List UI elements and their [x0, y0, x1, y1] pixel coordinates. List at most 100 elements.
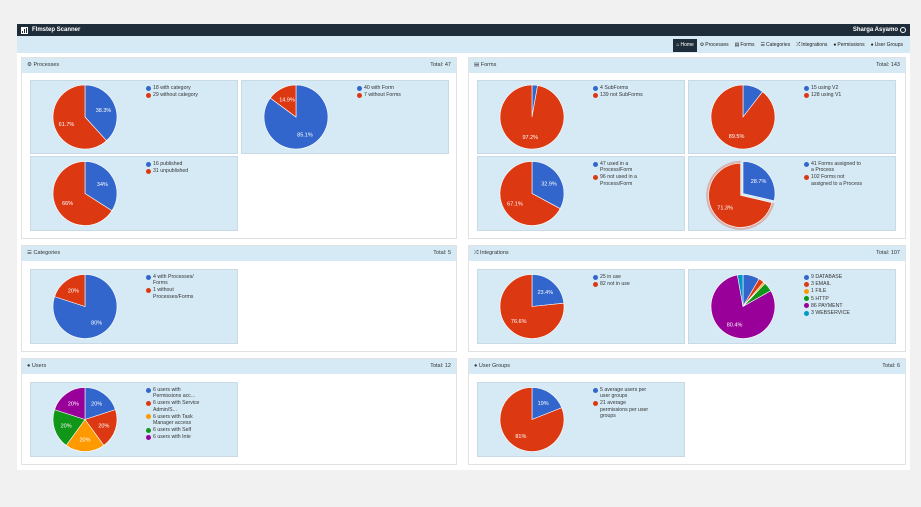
pie-slice[interactable]	[84, 409, 118, 446]
brand[interactable]: Flmstep Scanner	[21, 26, 80, 34]
legend-item[interactable]: 41 Forms assigned to a Process	[804, 161, 864, 173]
legend-label: 1 FILE	[811, 288, 827, 295]
legend-swatch	[146, 274, 151, 280]
legend-item[interactable]: 4 SubForms	[593, 85, 653, 91]
pie-slice[interactable]	[65, 418, 105, 452]
card-header: ▤ Forms Total: 143	[469, 58, 905, 73]
pie-slice[interactable]	[269, 84, 297, 118]
pie-chart[interactable]: 85.1% 14.9%	[242, 81, 352, 153]
user-menu[interactable]: Sharga Asyamo	[853, 26, 906, 34]
legend-item[interactable]: 6 users with Inte	[146, 434, 206, 440]
pie-chart[interactable]: 38.3% 61.7%	[31, 81, 141, 153]
legend-item[interactable]: 29 without category	[146, 92, 206, 98]
chart-panel: 89.5% 15 using V2 128 using V1	[688, 80, 896, 154]
pie-slice[interactable]	[737, 274, 744, 307]
card-header: ⚙ Processes Total: 47	[22, 58, 456, 73]
legend-item[interactable]: 86 PAYMENT	[804, 303, 864, 309]
legend-swatch	[804, 92, 809, 98]
legend-item[interactable]: 7 without Forms	[357, 92, 417, 98]
legend-item[interactable]: 16 published	[146, 161, 206, 167]
pie-slice[interactable]	[708, 163, 773, 228]
pie-chart[interactable]: 97.2%	[478, 81, 588, 153]
legend-item[interactable]: 15 using V2	[804, 85, 864, 91]
legend-item[interactable]: 3 EMAIL	[804, 281, 864, 287]
legend-swatch	[593, 174, 598, 180]
pie-slice[interactable]	[499, 274, 565, 339]
nav-home[interactable]: ⌂ Home	[673, 39, 697, 52]
legend-item[interactable]: 5 HTTP	[804, 296, 864, 302]
legend-swatch	[146, 92, 151, 98]
legend-item[interactable]: 47 used in a Process/Form	[593, 161, 653, 173]
slice-percent-label: 20%	[91, 401, 102, 407]
pie-slice[interactable]	[52, 84, 107, 150]
legend-item[interactable]: 3 WEBSERVICE	[804, 310, 864, 316]
pie-chart[interactable]: 28.7% 71.3%	[689, 157, 799, 230]
pie-slice[interactable]	[710, 84, 776, 150]
legend-item[interactable]: 9 DATABASE	[804, 274, 864, 280]
slice-percent-label: 28.7%	[751, 179, 767, 185]
legend-item[interactable]: 128 using V1	[804, 92, 864, 98]
pie-slice[interactable]	[499, 387, 565, 452]
pie-slice[interactable]	[84, 84, 118, 142]
legend-item[interactable]: 18 with category	[146, 85, 206, 91]
pie-chart[interactable]: 80.4%	[689, 270, 799, 343]
pie-chart[interactable]: 34% 66%	[31, 157, 141, 230]
pie-slice[interactable]	[54, 387, 86, 420]
pie-chart[interactable]: 19% 81%	[478, 383, 588, 456]
chart-panel: 20% 20% 20% 20% 20% 6 users with Permissions …	[30, 382, 238, 457]
slice-percent-label: 97.2%	[522, 135, 538, 141]
card-header: ● User Groups Total: 6	[469, 359, 905, 374]
legend-item[interactable]: 6 users with Permissions acc...	[146, 387, 206, 399]
legend-item[interactable]: 1 FILE	[804, 288, 864, 294]
nav-integrations[interactable]: ⤮ Integrations	[793, 39, 830, 52]
pie-slice[interactable]	[499, 161, 561, 226]
pie-slice[interactable]	[710, 274, 776, 339]
pie-slice[interactable]	[742, 161, 776, 202]
pie-slice[interactable]	[84, 387, 116, 420]
legend-label: 4 with Processes/ Forms	[153, 274, 194, 287]
slice-percent-label: 34%	[97, 182, 108, 188]
legend-item[interactable]: 6 users with Service Admin/S...	[146, 400, 206, 413]
pie-slice[interactable]	[531, 274, 565, 307]
legend-item[interactable]: 31 unpublished	[146, 168, 206, 174]
users-title: ● Users	[27, 363, 47, 369]
legend-swatch	[804, 174, 809, 180]
pie-chart[interactable]: 23.4% 76.6%	[478, 270, 588, 343]
pie-slice[interactable]	[499, 84, 565, 150]
legend-item[interactable]: 1 without Processes/Forms	[146, 287, 206, 300]
pie-slice[interactable]	[52, 161, 113, 226]
nav-processes[interactable]: ⚙ Processes	[697, 39, 732, 52]
legend-label: 15 using V2	[811, 85, 839, 91]
pie-chart[interactable]: 80% 20%	[31, 270, 141, 343]
pie-slice[interactable]	[54, 274, 86, 307]
slice-percent-label: 67.1%	[507, 202, 523, 208]
categories-card: ☰ Categories Total: 5 80% 20% 4 with Proce…	[21, 245, 457, 352]
pie-slice[interactable]	[531, 161, 565, 210]
legend-item[interactable]: 4 with Processes/ Forms	[146, 274, 206, 286]
legend-item[interactable]: 6 users with Self	[146, 427, 206, 433]
pie-chart[interactable]: 89.5%	[689, 81, 799, 153]
legend-item[interactable]: 82 not in use	[593, 281, 653, 287]
legend-item[interactable]: 21 average permissions per user groups	[593, 400, 653, 419]
pie-chart[interactable]: 20% 20% 20% 20% 20%	[31, 383, 141, 456]
legend-label: 6 users with Service Admin/S...	[153, 400, 200, 413]
legend-item[interactable]: 25 in use	[593, 274, 653, 280]
legend-item[interactable]: 102 Forms not assigned to a Process	[804, 174, 864, 187]
legend-item[interactable]: 5 average users per user groups	[593, 387, 653, 399]
legend-item[interactable]: 40 with Form	[357, 85, 417, 91]
nav-categories[interactable]: ☰ Categories	[758, 39, 794, 52]
legend-swatch	[357, 92, 362, 98]
nav-user-groups[interactable]: ● User Groups	[868, 39, 906, 52]
pie-slice[interactable]	[531, 387, 563, 420]
pie-slice[interactable]	[52, 409, 86, 446]
legend-item[interactable]: 96 not used in a Process/Form	[593, 174, 653, 187]
chart-legend: 5 average users per user groups 21 averag…	[593, 387, 653, 420]
legend-item[interactable]: 6 users with Task Manager access	[146, 414, 206, 426]
pie-chart[interactable]: 32.9% 67.1%	[478, 157, 588, 230]
nav-forms[interactable]: ▤ Forms	[732, 39, 758, 52]
slice-percent-label: 20%	[61, 424, 72, 430]
categories-total: Total: 5	[433, 250, 451, 256]
legend-item[interactable]: 139 not SubForms	[593, 92, 653, 98]
legend-label: 6 users with Permissions acc...	[153, 387, 196, 400]
nav-permissions[interactable]: ● Permissions	[830, 39, 867, 52]
